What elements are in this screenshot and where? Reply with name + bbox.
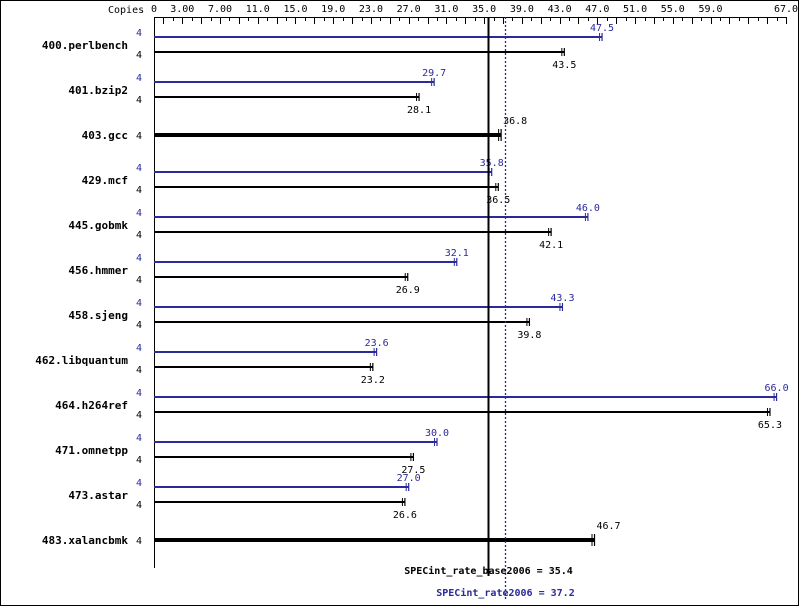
value-label-peak: 30.0: [425, 428, 449, 439]
value-label-base: 27.5: [401, 465, 425, 476]
axis-tick-label: 55.0: [661, 4, 685, 15]
benchmark-label: 401.bzip2: [68, 84, 128, 97]
copies-value-base: 4: [136, 410, 142, 421]
axis-tick-label: 43.0: [548, 4, 572, 15]
copies-value-peak: 4: [136, 73, 142, 84]
value-label-peak: 66.0: [765, 383, 789, 394]
copies-value-peak: 4: [136, 388, 142, 399]
benchmark-label: 473.astar: [68, 489, 128, 502]
benchmark-label: 429.mcf: [82, 174, 128, 187]
copies-value-base: 4: [136, 500, 142, 511]
axis-tick-label: 3.00: [170, 4, 194, 15]
axis-tick-label: 19.0: [321, 4, 345, 15]
benchmark-label: 464.h264ref: [55, 399, 128, 412]
value-label-base: 26.9: [396, 285, 420, 296]
bars-group: 400.perlbench 4 4 47.5 43.5 401.bzip2 4 4 29.7 28…: [35, 23, 788, 547]
summary-peak-label: SPECint_rate2006 = 37.2: [436, 587, 574, 599]
axis-tick-label: 67.0: [774, 4, 798, 15]
benchmark-label: 458.sjeng: [68, 309, 128, 322]
value-label-base: 65.3: [758, 420, 782, 431]
axis-tick-label: 31.0: [434, 4, 458, 15]
summary-group: SPECint_rate_base2006 = 35.4 SPECint_rate…: [404, 17, 575, 600]
axis-tick-label: 7.00: [208, 4, 232, 15]
copies-value-base: 4: [136, 275, 142, 286]
axis-tick-label: 59.0: [698, 4, 722, 15]
benchmark-label: 471.omnetpp: [55, 444, 128, 457]
value-label-peak: 32.1: [445, 248, 469, 259]
value-label-base: 26.6: [393, 510, 417, 521]
value-label-base: 36.5: [486, 195, 510, 206]
axis-tick-label: 0: [151, 4, 157, 15]
copies-value-peak: 4: [136, 208, 142, 219]
value-label-base: 43.5: [552, 60, 576, 71]
value-label-peak: 46.0: [576, 203, 600, 214]
copies-value-peak: 4: [136, 298, 142, 309]
value-label-base: 42.1: [539, 240, 563, 251]
axis-tick-label: 51.0: [623, 4, 647, 15]
copies-value: 4: [136, 131, 142, 142]
copies-value-peak: 4: [136, 28, 142, 39]
axis-tick-label: 27.0: [397, 4, 421, 15]
axis-tick-label: 23.0: [359, 4, 383, 15]
value-label-combined: 46.7: [597, 521, 621, 532]
copies-value-peak: 4: [136, 343, 142, 354]
copies-value-peak: 4: [136, 433, 142, 444]
copies-value-base: 4: [136, 50, 142, 61]
copies-value: 4: [136, 536, 142, 547]
benchmark-label: 400.perlbench: [42, 39, 128, 52]
value-label-peak: 47.5: [590, 23, 614, 34]
axis-tick-label: 39.0: [510, 4, 534, 15]
value-label-peak: 23.6: [365, 338, 389, 349]
summary-base-label: SPECint_rate_base2006 = 35.4: [404, 565, 573, 577]
value-label-peak: 43.3: [550, 293, 574, 304]
copies-value-peak: 4: [136, 478, 142, 489]
copies-value-base: 4: [136, 455, 142, 466]
copies-value-base: 4: [136, 365, 142, 376]
copies-header: Copies: [108, 5, 144, 16]
value-label-base: 28.1: [407, 105, 431, 116]
copies-value-base: 4: [136, 95, 142, 106]
axis-tick-label: 15.0: [283, 4, 307, 15]
benchmark-label: 403.gcc: [82, 129, 128, 142]
value-label-peak: 29.7: [422, 68, 446, 79]
value-label-peak: 35.8: [480, 158, 504, 169]
axis-tick-label: 11.0: [246, 4, 270, 15]
value-label-peak: 27.0: [397, 473, 421, 484]
benchmark-label: 462.libquantum: [35, 354, 128, 367]
value-label-combined: 36.8: [503, 116, 527, 127]
copies-value-peak: 4: [136, 163, 142, 174]
benchmark-label: 483.xalancbmk: [42, 534, 128, 547]
value-label-base: 39.8: [517, 330, 541, 341]
axis-group: 0 3.00 7.00 11.0 15.0 19.0 23.0 27.0 31.0 35.0 39.…: [151, 4, 798, 568]
copies-value-peak: 4: [136, 253, 142, 264]
axis-tick-label: 47.0: [585, 4, 609, 15]
copies-value-base: 4: [136, 185, 142, 196]
benchmark-label: 445.gobmk: [68, 219, 128, 232]
axis-tick-label: 35.0: [472, 4, 496, 15]
value-label-base: 23.2: [361, 375, 385, 386]
copies-value-base: 4: [136, 320, 142, 331]
benchmark-label: 456.hmmer: [68, 264, 128, 277]
copies-value-base: 4: [136, 230, 142, 241]
